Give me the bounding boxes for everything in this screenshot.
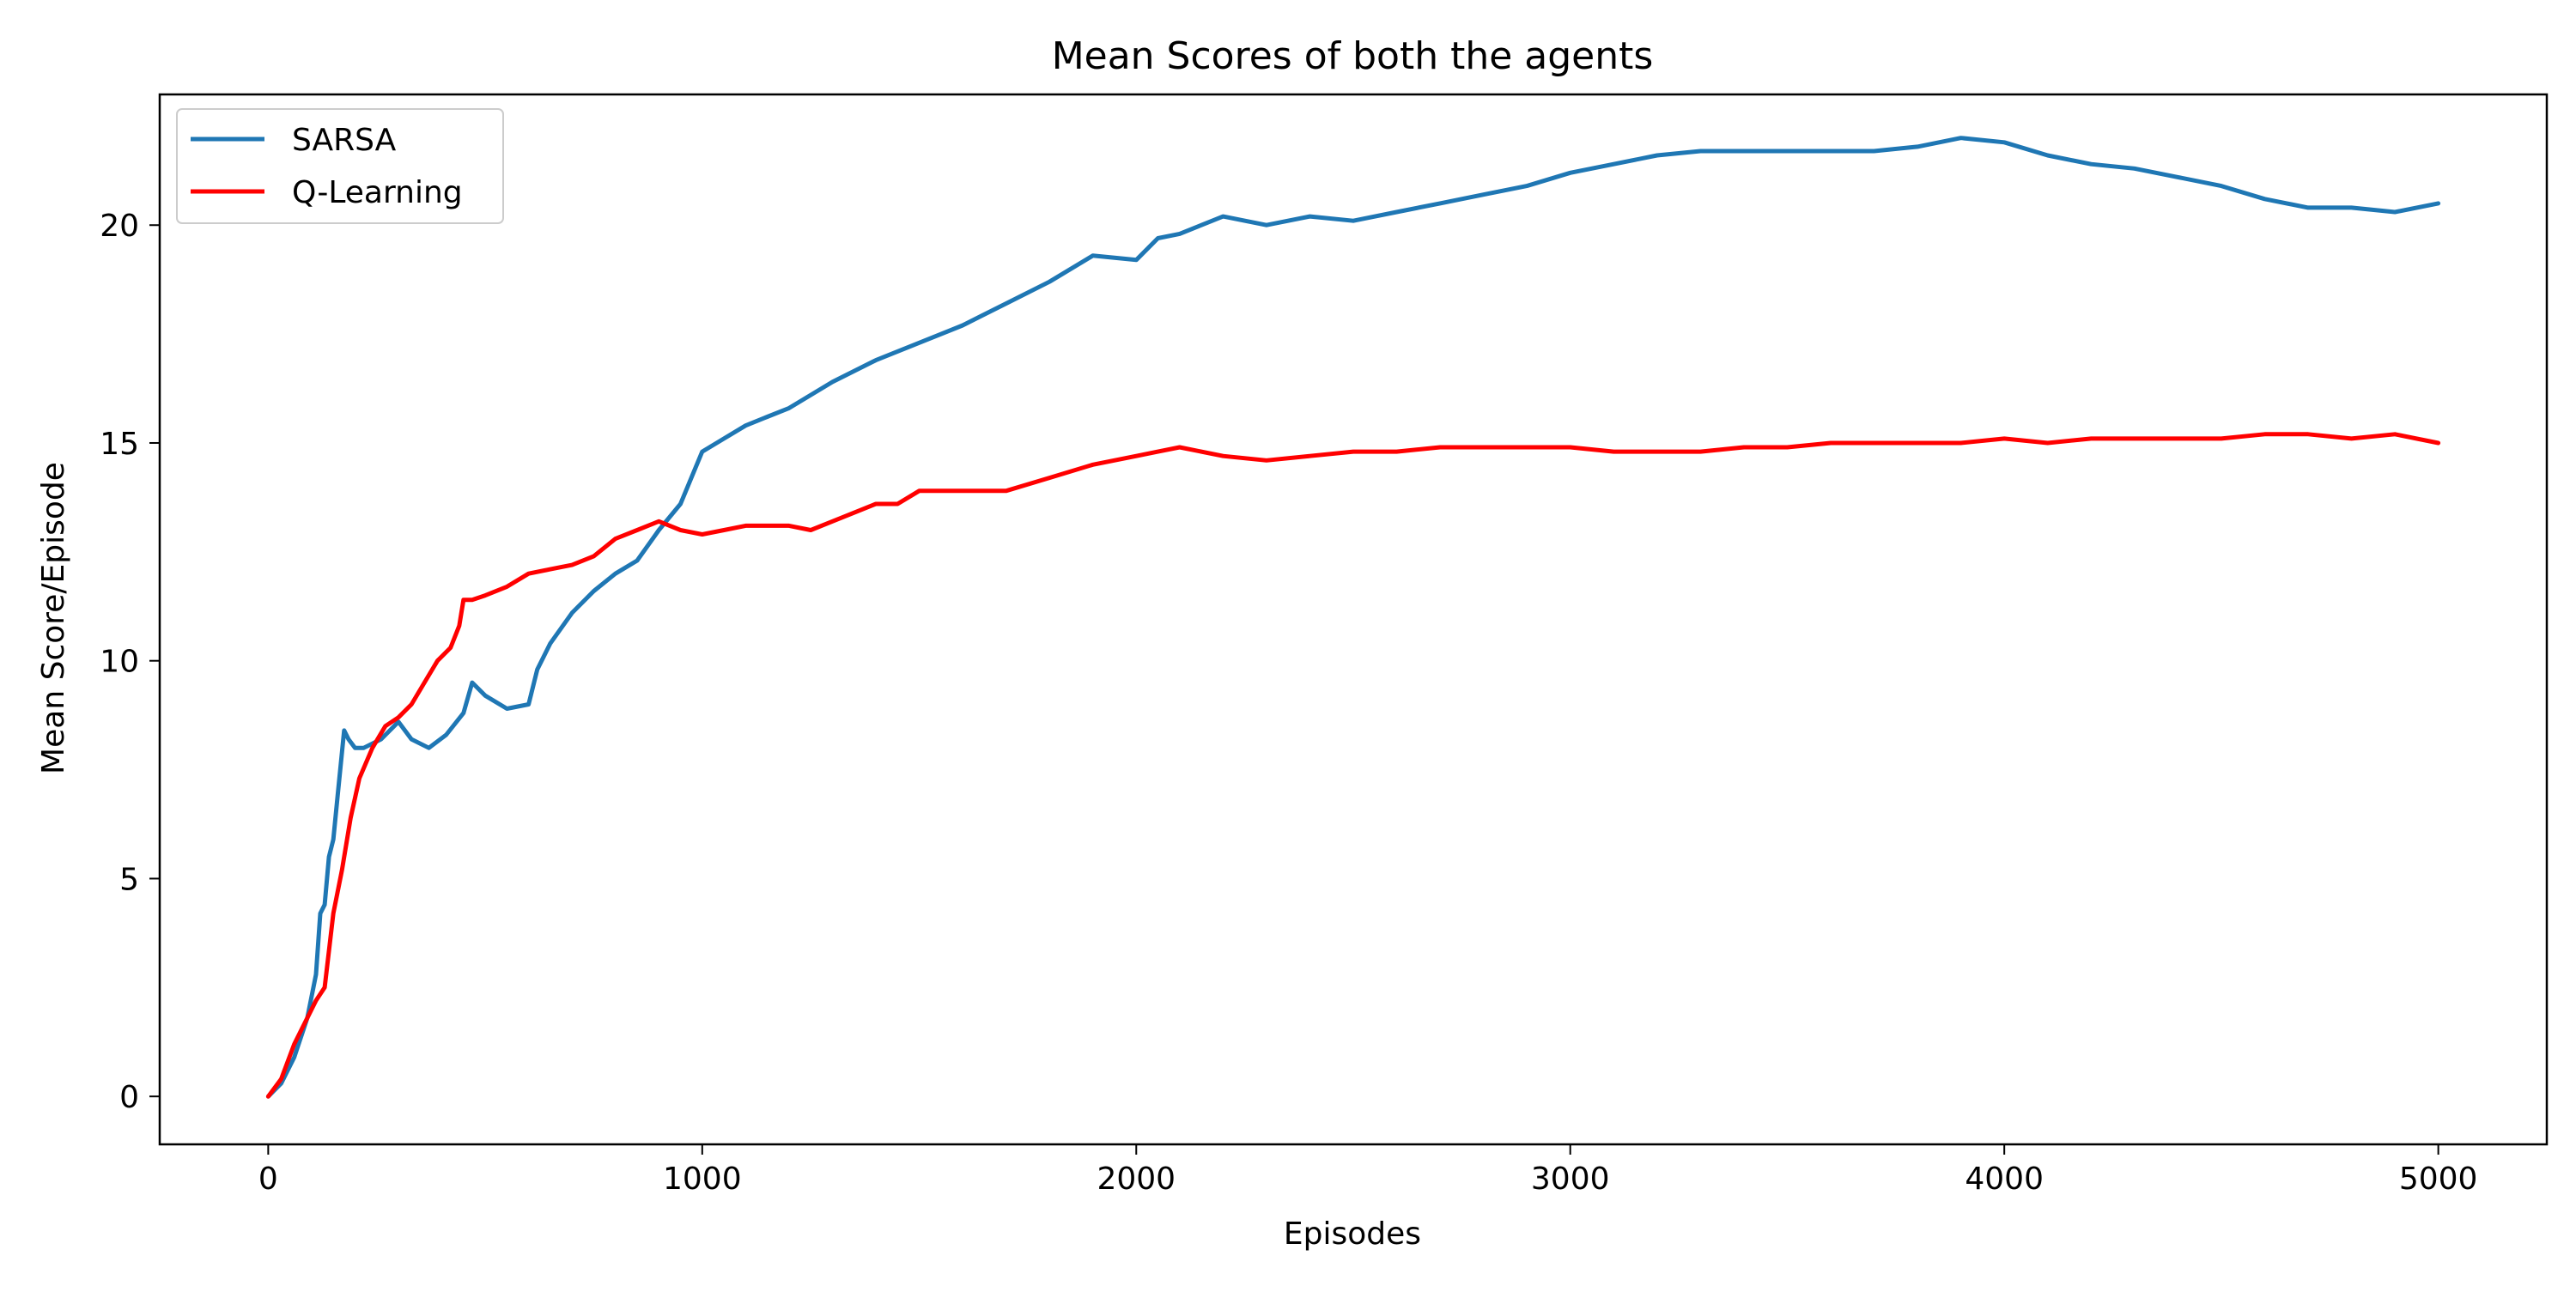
series-line-sarsa — [265, 136, 2441, 1099]
legend: SARSA Q-Learning — [176, 108, 504, 224]
axis-ticks: 0 1000 2000 3000 4000 5000 0 5 10 15 20 — [100, 209, 2477, 1197]
x-tick-label: 2000 — [1097, 1162, 1176, 1197]
x-axis-label: Episodes — [1284, 1216, 1421, 1252]
y-tick-label: 0 — [119, 1080, 139, 1115]
y-tick-label: 15 — [100, 427, 139, 462]
x-tick-label: 3000 — [1531, 1162, 1610, 1197]
x-tick-label: 1000 — [663, 1162, 742, 1197]
y-tick-label: 10 — [100, 645, 139, 680]
chart-title: Mean Scores of both the agents — [1052, 34, 1654, 78]
x-tick-label: 4000 — [1965, 1162, 2044, 1197]
y-tick-label: 20 — [100, 209, 139, 244]
y-axis-label: Mean Score/Episode — [36, 462, 71, 774]
series-lines — [265, 136, 2441, 1099]
legend-label-q-learning: Q-Learning — [292, 175, 463, 210]
x-tick-label: 0 — [258, 1162, 278, 1197]
series-line-q-learning — [265, 432, 2441, 1099]
legend-label-sarsa: SARSA — [292, 123, 397, 158]
x-tick-label: 5000 — [2399, 1162, 2478, 1197]
plot-frame — [158, 93, 2549, 1146]
y-tick-label: 5 — [119, 862, 139, 897]
